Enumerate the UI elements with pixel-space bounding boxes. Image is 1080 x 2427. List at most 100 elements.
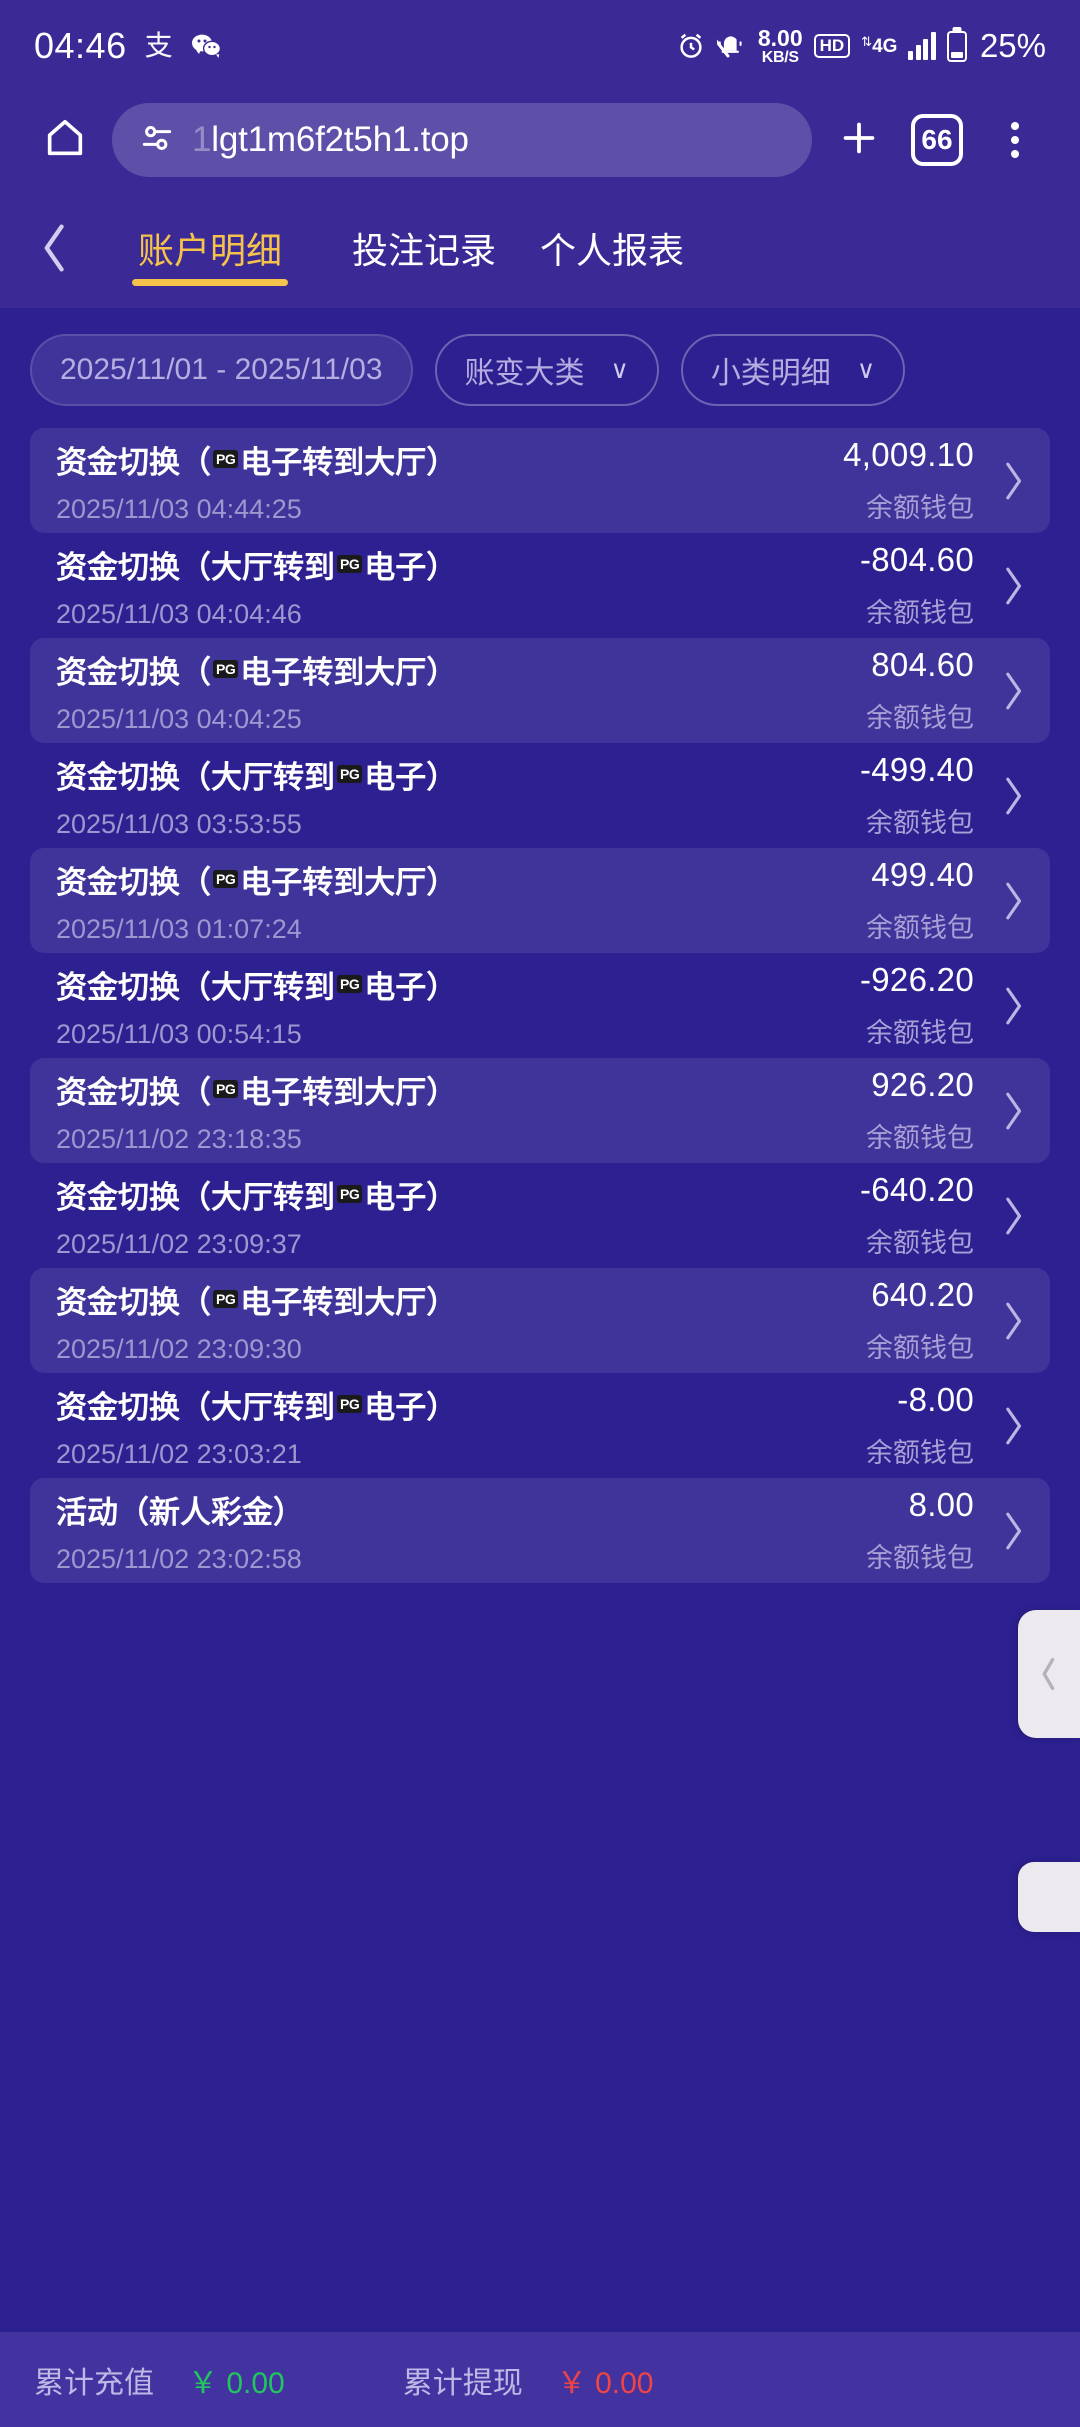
transaction-date: 2025/11/03 00:54:15 bbox=[56, 1018, 302, 1049]
table-row[interactable]: 资金切换（大厅转到 PG 电子） 2025/11/02 23:09:37 -640.20… bbox=[30, 1163, 1050, 1268]
transaction-title: 资金切换（大厅转到 PG 电子） bbox=[56, 962, 860, 1007]
transaction-date: 2025/11/03 04:44:25 bbox=[56, 493, 302, 524]
row-main: 资金切换（大厅转到 PG 电子） 2025/11/03 04:04:46 bbox=[56, 542, 860, 630]
tab-personal-report[interactable]: 个人报表 bbox=[518, 188, 706, 308]
tab-label: 账户明细 bbox=[138, 230, 283, 271]
transaction-date: 2025/11/03 01:07:24 bbox=[56, 913, 302, 944]
transaction-wallet: 余额钱包 bbox=[866, 703, 974, 733]
battery-percent: 25% bbox=[979, 27, 1046, 64]
network-type-indicator: ⇅ 4G bbox=[861, 33, 898, 57]
transaction-date: 2025/11/02 23:18:35 bbox=[56, 1123, 302, 1154]
network-speed-value: 8.00 bbox=[757, 24, 803, 51]
table-row[interactable]: 资金切换（大厅转到 PG 电子） 2025/11/03 00:54:15 -926.20… bbox=[30, 953, 1050, 1058]
tune-icon[interactable] bbox=[138, 119, 176, 162]
transaction-title-suffix: 电子） bbox=[364, 1389, 458, 1425]
chevron-right-icon[interactable] bbox=[1000, 1193, 1026, 1239]
url-text[interactable]: 1lgt1m6f2t5h1.top bbox=[192, 120, 469, 160]
browser-menu-button[interactable] bbox=[976, 101, 1054, 179]
transaction-title: 资金切换（大厅转到 PG 电子） bbox=[56, 1172, 860, 1217]
row-right: -8.00 余额钱包 bbox=[866, 1381, 974, 1470]
category-filter[interactable]: 账变大类 ∨ bbox=[434, 334, 659, 406]
tab-label: 投注记录 bbox=[352, 230, 497, 271]
chevron-right-icon[interactable] bbox=[1000, 563, 1026, 609]
transaction-title-suffix: 电子转到大厅） bbox=[240, 864, 458, 900]
transaction-amount: 499.40 bbox=[871, 856, 974, 893]
address-bar[interactable]: 1lgt1m6f2t5h1.top bbox=[112, 103, 812, 177]
home-icon bbox=[42, 115, 88, 166]
transaction-title-suffix: 电子转到大厅） bbox=[240, 654, 458, 690]
subcategory-filter[interactable]: 小类明细 ∨ bbox=[680, 334, 906, 406]
chevron-right-icon[interactable] bbox=[1000, 1508, 1026, 1554]
subcategory-filter-label: 小类明细 bbox=[710, 357, 831, 390]
row-right: 640.20 余额钱包 bbox=[866, 1276, 974, 1365]
transaction-wallet: 余额钱包 bbox=[866, 1333, 974, 1363]
transaction-date: 2025/11/03 04:04:46 bbox=[56, 598, 302, 629]
total-withdraw-group: 累计提现 ￥ 0.00 bbox=[403, 2358, 654, 2402]
transaction-amount: 804.60 bbox=[871, 646, 974, 683]
table-row[interactable]: 资金切换（ PG 电子转到大厅） 2025/11/02 23:09:30 640.20 余… bbox=[30, 1268, 1050, 1373]
chevron-right-icon[interactable] bbox=[1000, 1298, 1026, 1344]
tab-count-badge: 66 bbox=[911, 114, 963, 166]
transaction-title-suffix: 电子） bbox=[364, 759, 458, 795]
network-type-label: 4G bbox=[872, 35, 898, 57]
browser-toolbar: 1lgt1m6f2t5h1.top 66 bbox=[0, 92, 1080, 188]
pg-logo-icon: PG bbox=[337, 1184, 363, 1204]
total-deposit-value: ￥ 0.00 bbox=[188, 2366, 285, 2400]
total-deposit-group: 累计充值 ￥ 0.00 bbox=[34, 2358, 285, 2402]
tab-bet-records[interactable]: 投注记录 bbox=[330, 188, 518, 308]
table-row[interactable]: 资金切换（ PG 电子转到大厅） 2025/11/03 01:07:24 499.40 余… bbox=[30, 848, 1050, 953]
transaction-wallet: 余额钱包 bbox=[866, 1543, 974, 1573]
tab-switcher-button[interactable]: 66 bbox=[898, 101, 976, 179]
row-right: -640.20 余额钱包 bbox=[860, 1171, 974, 1260]
table-row[interactable]: 活动（新人彩金） 2025/11/02 23:02:58 8.00 余额钱包 bbox=[30, 1478, 1050, 1583]
pg-logo-icon: PG bbox=[337, 974, 363, 994]
transaction-wallet: 余额钱包 bbox=[866, 808, 974, 838]
alarm-icon bbox=[676, 31, 706, 61]
chevron-right-icon[interactable] bbox=[1000, 1088, 1026, 1134]
transaction-title-prefix: 资金切换（ bbox=[56, 654, 211, 690]
transaction-amount: 640.20 bbox=[871, 1276, 974, 1313]
tab-account-details[interactable]: 账户明细 bbox=[116, 188, 304, 308]
transaction-title-suffix: 电子转到大厅） bbox=[240, 1074, 458, 1110]
new-tab-button[interactable] bbox=[820, 101, 898, 179]
transaction-title-suffix: 电子） bbox=[364, 1179, 458, 1215]
transaction-amount: -8.00 bbox=[897, 1381, 974, 1418]
date-range-filter[interactable]: 2025/11/01 - 2025/11/03 bbox=[30, 334, 413, 406]
table-row[interactable]: 资金切换（大厅转到 PG 电子） 2025/11/03 04:04:46 -804.60… bbox=[30, 533, 1050, 638]
table-row[interactable]: 资金切换（ PG 电子转到大厅） 2025/11/02 23:18:35 926.20 余… bbox=[30, 1058, 1050, 1163]
chevron-right-icon[interactable] bbox=[1000, 668, 1026, 714]
transaction-wallet: 余额钱包 bbox=[866, 1123, 974, 1153]
transaction-title: 资金切换（ PG 电子转到大厅） bbox=[56, 647, 866, 692]
row-right: -926.20 余额钱包 bbox=[860, 961, 974, 1050]
chevron-right-icon[interactable] bbox=[1000, 983, 1026, 1029]
transaction-title: 资金切换（ PG 电子转到大厅） bbox=[56, 437, 843, 482]
transaction-date: 2025/11/02 23:09:30 bbox=[56, 1333, 302, 1364]
pg-logo-icon: PG bbox=[213, 1289, 239, 1309]
transaction-list[interactable]: 资金切换（ PG 电子转到大厅） 2025/11/03 04:44:25 4,009.1… bbox=[0, 428, 1080, 1583]
transaction-date: 2025/11/03 04:04:25 bbox=[56, 703, 302, 734]
secondary-panel-handle[interactable] bbox=[1018, 1862, 1080, 1932]
chevron-right-icon[interactable] bbox=[1000, 458, 1026, 504]
page-back-button[interactable] bbox=[20, 220, 90, 276]
collapse-panel-handle[interactable] bbox=[1018, 1610, 1080, 1738]
row-main: 资金切换（ PG 电子转到大厅） 2025/11/03 04:44:25 bbox=[56, 437, 843, 525]
transaction-wallet: 余额钱包 bbox=[866, 1018, 974, 1048]
row-main: 资金切换（大厅转到 PG 电子） 2025/11/02 23:03:21 bbox=[56, 1382, 866, 1470]
home-button[interactable] bbox=[26, 101, 104, 179]
chevron-right-icon[interactable] bbox=[1000, 878, 1026, 924]
transaction-title: 活动（新人彩金） bbox=[56, 1487, 866, 1532]
table-row[interactable]: 资金切换（ PG 电子转到大厅） 2025/11/03 04:04:25 804.60 余… bbox=[30, 638, 1050, 743]
row-main: 资金切换（ PG 电子转到大厅） 2025/11/03 04:04:25 bbox=[56, 647, 866, 735]
transaction-amount: -926.20 bbox=[859, 961, 974, 998]
transaction-date: 2025/11/02 23:03:21 bbox=[56, 1438, 302, 1469]
chevron-right-icon[interactable] bbox=[1000, 773, 1026, 819]
table-row[interactable]: 资金切换（ PG 电子转到大厅） 2025/11/03 04:44:25 4,009.1… bbox=[30, 428, 1050, 533]
table-row[interactable]: 资金切换（大厅转到 PG 电子） 2025/11/02 23:03:21 -8.00 余额… bbox=[30, 1373, 1050, 1478]
row-right: -804.60 余额钱包 bbox=[860, 541, 974, 630]
row-main: 资金切换（ PG 电子转到大厅） 2025/11/02 23:09:30 bbox=[56, 1277, 866, 1365]
table-row[interactable]: 资金切换（大厅转到 PG 电子） 2025/11/03 03:53:55 -499.40… bbox=[30, 743, 1050, 848]
chevron-right-icon[interactable] bbox=[1000, 1403, 1026, 1449]
data-arrows-icon: ⇅ bbox=[861, 33, 873, 49]
date-range-value: 2025/11/01 - 2025/11/03 bbox=[60, 353, 383, 386]
